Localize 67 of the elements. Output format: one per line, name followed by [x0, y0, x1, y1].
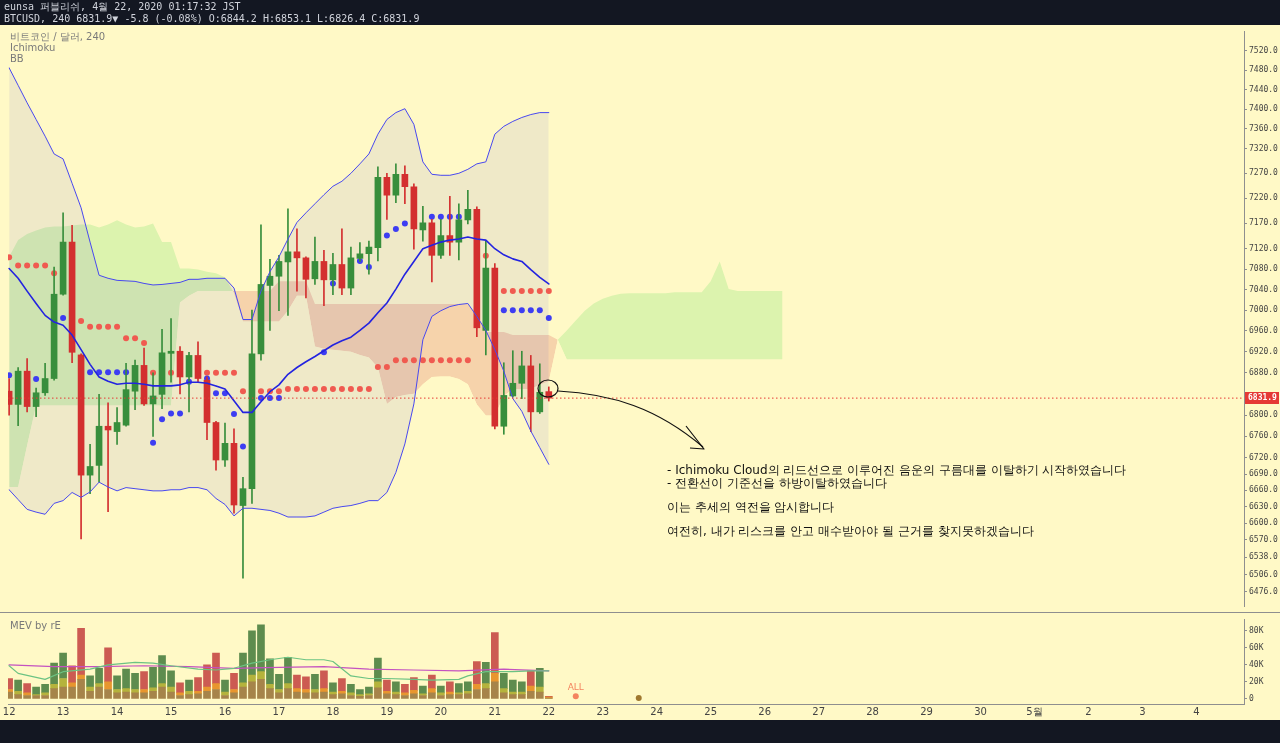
- x-tick-label: 25: [704, 705, 718, 717]
- x-tick-label: 14: [110, 705, 124, 717]
- y-tick-label: 6690.0: [1249, 469, 1279, 479]
- y-tick-label: 6600.0: [1249, 518, 1279, 528]
- y-tick-label: 6760.0: [1249, 431, 1279, 441]
- x-tick-label: 24: [650, 705, 664, 717]
- chart-title: eunsa 퍼블리쉬, 4월 22, 2020 01:17:32 JST: [4, 1, 242, 13]
- y-tick-label: 6880.0: [1249, 367, 1279, 377]
- x-tick-label: 16: [218, 705, 232, 717]
- annotation: - 전환선이 기준선을 하방이탈하였습니다: [667, 476, 888, 490]
- y-tick-label: 6960.0: [1249, 326, 1279, 335]
- y-tick-label: 6630.0: [1249, 501, 1279, 511]
- y-tick-label: 80K: [1249, 625, 1264, 635]
- x-tick-label: 28: [866, 705, 879, 717]
- y-tick-label: 20K: [1249, 676, 1264, 686]
- x-tick-label: 12: [2, 705, 16, 717]
- x-tick-label: 4: [1193, 705, 1200, 717]
- y-tick-label: 7220.0: [1249, 193, 1279, 203]
- x-tick-label: 29: [920, 705, 933, 717]
- y-tick-label: 7120.0: [1249, 243, 1279, 253]
- y-tick-label: 7000.0: [1249, 305, 1279, 315]
- data-label: ALL: [567, 682, 584, 693]
- y-tick-label: 7040.0: [1249, 284, 1279, 294]
- y-tick-label: 6506.0: [1249, 570, 1279, 580]
- annotation: BB: [10, 53, 24, 64]
- annotation: 이는 추세의 역전을 암시합니다: [667, 500, 836, 514]
- y-tick-label: 6720.0: [1249, 452, 1279, 462]
- x-tick-label: 21: [488, 705, 502, 717]
- x-tick-label: 27: [812, 705, 825, 717]
- annotation: - Ichimoku Cloud의 리드선으로 이루어진 음운의 구름대를 이탈하기 시작하였습니다: [667, 463, 1127, 477]
- y-tick-label: 40K: [1249, 659, 1264, 669]
- x-tick-label: 15: [164, 705, 178, 717]
- y-tick-label: 7480.0: [1249, 65, 1279, 75]
- x-tick-label: 19: [380, 705, 394, 717]
- x-tick-label: 2: [1085, 705, 1092, 717]
- x-tick-label: 23: [596, 705, 610, 717]
- x-tick-label: 17: [272, 705, 286, 717]
- y-tick-label: 7320.0: [1249, 143, 1279, 153]
- x-tick-label: 20: [434, 705, 448, 717]
- y-tick-label: 6800.0: [1249, 410, 1279, 420]
- x-tick-label: 26: [758, 705, 772, 717]
- chart-title: MEV by rE: [10, 620, 61, 631]
- y-tick-label: 60K: [1249, 642, 1264, 652]
- y-tick-label: 7360.0: [1249, 123, 1279, 133]
- ref-line-label: 6831.9: [1248, 393, 1278, 403]
- x-tick-label: 13: [56, 705, 70, 717]
- x-tick-label: 22: [542, 705, 556, 717]
- annotation: Ichimoku: [10, 42, 56, 53]
- y-tick-label: 0: [1249, 693, 1254, 703]
- x-tick-label: 3: [1139, 705, 1146, 717]
- x-tick-label: 30: [974, 705, 987, 717]
- y-tick-label: 7170.0: [1249, 218, 1279, 228]
- y-tick-label: 6476.0: [1249, 586, 1279, 596]
- chart-subtitle: BTCUSD, 240 6831.9▼ -5.8 (-0.08%) O:6844.2 H:6853.1 L:6826.4 C:6831.9: [4, 13, 420, 25]
- y-tick-label: 7520.0: [1249, 46, 1279, 56]
- y-tick-label: 6538.0: [1249, 552, 1279, 562]
- y-tick-label: 6660.0: [1249, 485, 1279, 495]
- y-tick-label: 6920.0: [1249, 346, 1279, 356]
- y-tick-label: 6570.0: [1249, 534, 1279, 544]
- y-tick-label: 7400.0: [1249, 104, 1279, 114]
- x-tick-label: 5월: [1026, 705, 1043, 717]
- y-tick-label: 7080.0: [1249, 264, 1279, 274]
- annotation: 여전히, 내가 리스크를 안고 매수받아야 될 근거를 찾지못하겠습니다: [667, 524, 1035, 538]
- x-tick-label: 18: [326, 705, 340, 717]
- y-tick-label: 7440.0: [1249, 84, 1279, 94]
- y-tick-label: 7270.0: [1249, 168, 1279, 178]
- annotation: 비트코인 / 달러, 240: [10, 31, 106, 42]
